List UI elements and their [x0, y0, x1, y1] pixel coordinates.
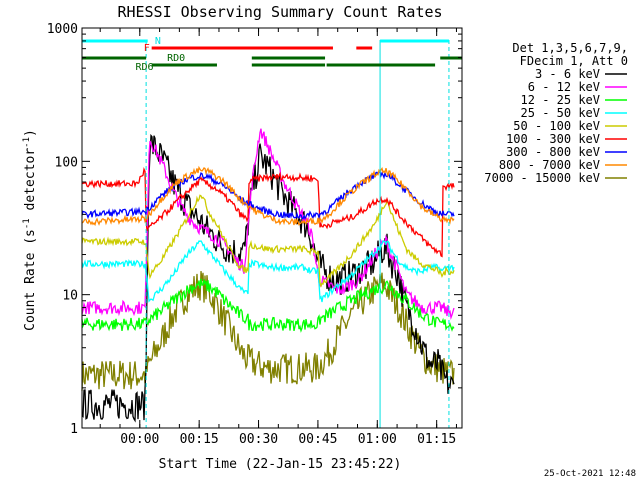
flag-label-rd6: RD6 — [135, 62, 153, 73]
timestamp: 25-Oct-2021 12:48 — [544, 469, 636, 479]
plot-area — [81, 128, 455, 423]
x-tick-label-4: 01:00 — [358, 432, 397, 447]
legend-label-2: 12 - 25 keV — [521, 93, 600, 107]
y-tick-label-3: 1000 — [47, 22, 78, 37]
observing-flags: NF RD0 RD6 — [82, 36, 462, 428]
legend-label-3: 25 - 50 keV — [521, 106, 600, 120]
legend-label-6: 300 - 800 keV — [506, 145, 600, 159]
series-line-0 — [81, 133, 455, 423]
flag-label-rd0: RD0 — [167, 53, 185, 64]
flag-label-f: F — [144, 43, 150, 54]
legend-header-line-1: Det 1,3,5,6,7,9, — [512, 41, 628, 55]
series-line-3 — [81, 240, 455, 303]
series-line-7 — [81, 165, 455, 227]
legend: Det 1,3,5,6,7,9, FDecim 1, Att 0 3 - 6 k… — [484, 41, 628, 185]
x-axis-label: Start Time (22-Jan-15 23:45:22) — [159, 457, 402, 472]
legend-label-4: 50 - 100 keV — [513, 119, 600, 133]
x-axis-ticks: 00:00 00:15 00:30 00:45 01:00 01:15 — [99, 28, 457, 447]
y-axis-ticks: 1 10 100 1000 — [47, 22, 462, 437]
x-tick-label-1: 00:15 — [180, 432, 219, 447]
chart-title: RHESSI Observing Summary Count Rates — [117, 3, 442, 21]
x-tick-label-0: 00:00 — [120, 432, 159, 447]
flag-label-n: N — [155, 36, 161, 47]
legend-label-7: 800 - 7000 keV — [499, 158, 600, 172]
y-tick-label-2: 100 — [55, 155, 78, 170]
series-line-5 — [81, 166, 455, 258]
legend-label-5: 100 - 300 keV — [506, 132, 600, 146]
legend-label-8: 7000 - 15000 keV — [484, 171, 600, 185]
legend-header-line-2: FDecim 1, Att 0 — [520, 54, 628, 68]
series-line-4 — [81, 194, 455, 288]
series-line-2 — [81, 278, 455, 333]
x-tick-label-3: 00:45 — [298, 432, 337, 447]
y-tick-label-0: 1 — [70, 422, 78, 437]
x-tick-label-5: 01:15 — [417, 432, 456, 447]
legend-label-1: 6 - 12 keV — [528, 80, 600, 94]
legend-label-0: 3 - 6 keV — [535, 67, 600, 81]
series-line-8 — [81, 271, 455, 391]
series-line-1 — [81, 128, 455, 320]
plot-frame — [81, 27, 463, 429]
y-tick-label-1: 10 — [62, 289, 78, 304]
y-axis-label: Count Rate (s-1 detector-1) — [22, 129, 38, 331]
x-tick-label-2: 00:30 — [239, 432, 278, 447]
